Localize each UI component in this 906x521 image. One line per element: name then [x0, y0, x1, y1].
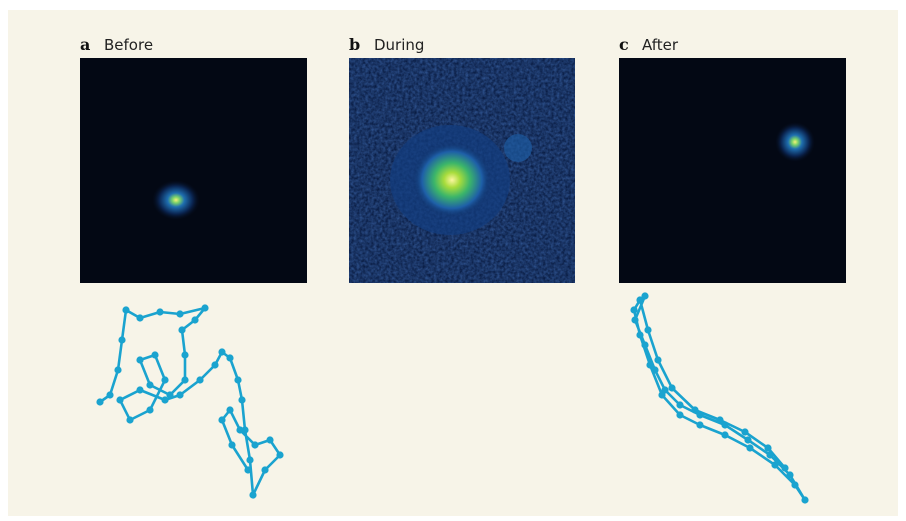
spot — [152, 180, 200, 220]
spot — [412, 142, 492, 218]
panel-letter: b — [349, 35, 360, 54]
page: {"panels": [ {"letter": "a", "label": "B… — [0, 0, 906, 521]
panel-label: During — [374, 36, 424, 54]
panel-letter: c — [619, 35, 629, 54]
panel-letter: a — [80, 35, 90, 54]
spot — [775, 122, 815, 162]
panel-b: b During — [349, 35, 575, 283]
panel-a: a Before — [80, 35, 307, 283]
image — [619, 58, 846, 283]
figure: a Before b During c After — [0, 0, 906, 521]
halo — [504, 134, 532, 162]
image — [80, 58, 307, 283]
panel-c: c After — [619, 35, 846, 283]
panel-label: After — [642, 36, 679, 54]
panel-label: Before — [104, 36, 153, 54]
